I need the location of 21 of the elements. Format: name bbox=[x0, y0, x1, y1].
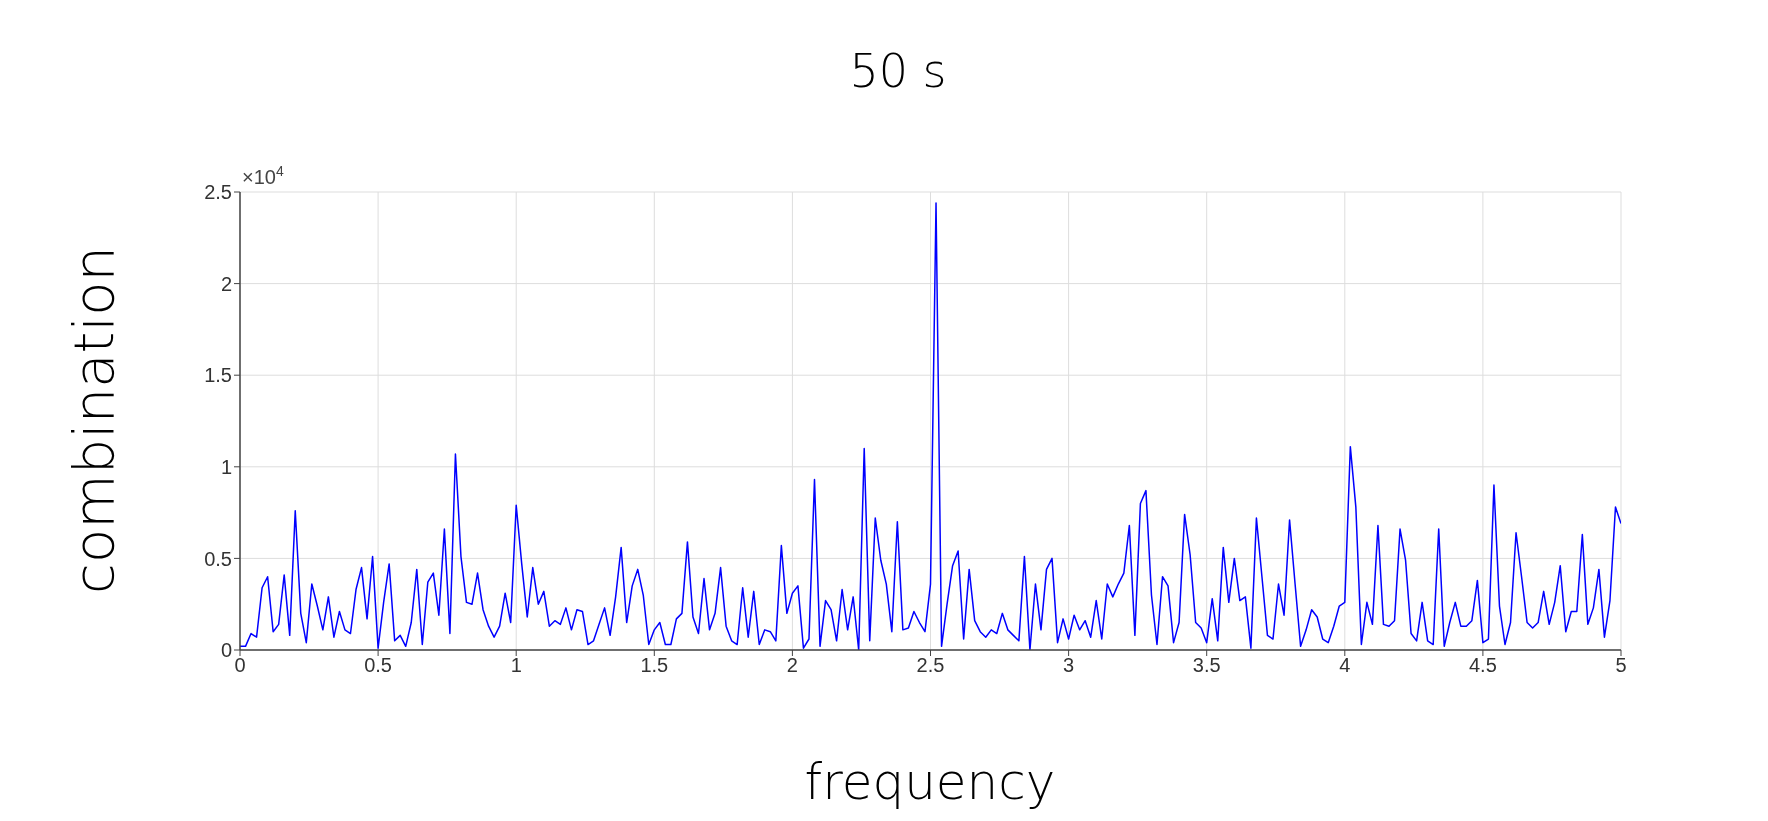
y-tick-label: 2.5 bbox=[204, 181, 232, 204]
x-tick-label: 2.5 bbox=[916, 654, 945, 677]
y-tick-label: 1 bbox=[220, 455, 232, 478]
y-tick-label: 2 bbox=[220, 272, 232, 295]
x-tick-label: 2 bbox=[786, 654, 798, 677]
x-axis-title: frequency bbox=[804, 753, 1056, 811]
x-tick-label: 4 bbox=[1339, 654, 1351, 677]
x-tick-label: 3.5 bbox=[1192, 654, 1221, 677]
text: ×10$^{4}$ bbox=[242, 163, 284, 188]
y-tick-label: 1.5 bbox=[204, 364, 232, 387]
x-tick-label: 4.5 bbox=[1468, 654, 1497, 677]
x-tick-label: 1.5 bbox=[640, 654, 669, 677]
x-tick-label: 0.5 bbox=[364, 654, 393, 677]
y-tick-label: 0 bbox=[220, 639, 232, 662]
chart-title: 50 s bbox=[848, 44, 948, 98]
x-tick-label: 5 bbox=[1615, 654, 1627, 677]
x-tick-label: 0 bbox=[234, 654, 246, 677]
y-tick-label: 0.5 bbox=[204, 547, 232, 570]
x-tick-label: 1 bbox=[510, 654, 522, 677]
y-axis-title: combination bbox=[60, 246, 126, 594]
x-tick-label: 3 bbox=[1063, 654, 1075, 677]
